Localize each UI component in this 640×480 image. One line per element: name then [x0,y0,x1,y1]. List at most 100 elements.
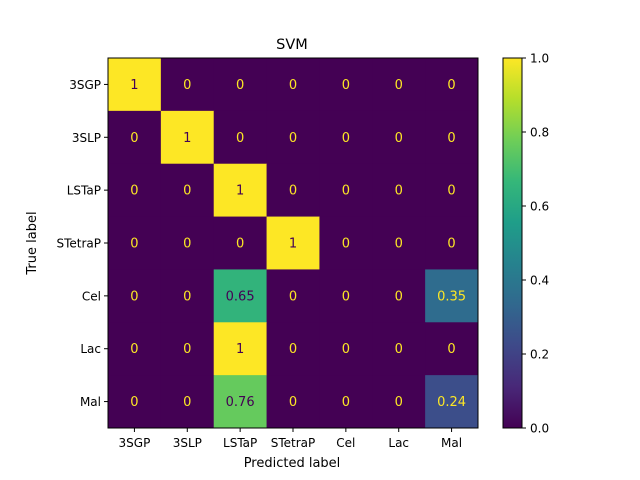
chart-title: SVM [276,37,308,53]
heatmap-cell [108,110,162,165]
heatmap-cell [319,322,373,376]
heatmap-cell [319,269,373,323]
cell-value-label: 0 [236,78,244,93]
heatmap-cell [372,269,426,323]
heatmap-cell [213,375,268,429]
heatmap-cell [319,110,373,165]
colorbar-tick-label: 0.6 [530,200,549,214]
cell-value-label: 0 [130,131,138,146]
cell-value-label: 0 [447,131,455,146]
heatmap-cell [372,375,426,429]
colorbar-tick-label: 0.8 [530,126,549,140]
cell-value-label: 0 [183,289,191,304]
y-tick-label: Lac [80,342,101,356]
cell-value-label: 0 [395,237,403,252]
cell-value-label: 1 [236,342,244,357]
cell-value-label: 0 [236,131,244,146]
y-axis-label: True label [25,211,40,275]
heatmap-cell [160,269,215,323]
cell-value-label: 0 [130,342,138,357]
cell-value-label: 0 [447,342,455,357]
colorbar-tick-label: 0.0 [530,422,549,436]
cell-value-label: 1 [183,131,191,146]
x-axis-label: Predicted label [244,456,341,471]
cell-value-label: 0 [447,78,455,93]
heatmap-cell [160,216,215,270]
heatmap-cell [266,269,320,323]
heatmap-cell [213,163,268,218]
cell-value-label: 0 [183,184,191,199]
x-tick-label: Mal [441,436,462,450]
cell-value-label: 0 [236,237,244,252]
heatmap-cell [319,375,373,429]
x-tick-label: LSTaP [223,436,257,450]
heatmap-cell [372,216,426,270]
heatmap-cell [213,322,268,376]
cell-value-label: 1 [236,184,244,199]
y-tick-label: 3SLP [72,131,101,145]
heatmap-cell [213,269,268,323]
heatmap-cell [425,163,479,218]
heatmap-cell [108,375,162,429]
heatmap-cells [108,58,479,429]
cell-value-label: 0 [130,289,138,304]
cell-value-label: 0 [130,395,138,410]
y-tick-label: Mal [80,395,101,409]
cell-value-label: 0 [342,289,350,304]
cell-value-label: 0 [395,131,403,146]
cell-value-label: 0 [342,184,350,199]
y-tick-label: LSTaP [67,184,101,198]
heatmap-cell [160,375,215,429]
y-tick-label: Cel [82,289,101,303]
cell-value-label: 0 [130,237,138,252]
heatmap-cell [160,163,215,218]
heatmap-cell [108,58,162,112]
heatmap-cell [425,110,479,165]
heatmap-cell [425,269,479,323]
heatmap-cell [425,375,479,429]
y-axis: 3SGP 3SLP LSTaP STetraP Cel Lac Mal [56,78,108,409]
heatmap-cell [319,58,373,112]
x-tick-label: STetraP [271,436,316,450]
cell-value-label: 0 [395,184,403,199]
heatmap-cell [108,216,162,270]
cell-value-label: 0 [289,395,297,410]
heatmap-cell [319,216,373,270]
heatmap-cell-labels: 1 0 0 0 0 0 0 0 1 0 0 0 0 0 0 0 1 0 0 0 0 0 0 0 1 0 0 0 0 0 0.65 0 0 0 0.3… [130,78,466,410]
cell-value-label: 0 [289,78,297,93]
cell-value-label: 0 [183,78,191,93]
cell-value-label: 0 [289,131,297,146]
cell-value-label: 0 [342,237,350,252]
cell-value-label: 0 [342,131,350,146]
heatmap-cell [213,110,268,165]
cell-value-label: 0.65 [226,289,255,304]
colorbar-axis: 0.0 0.2 0.4 0.6 0.8 1.0 [522,52,549,436]
heatmap-cell [266,375,320,429]
heatmap-cell [266,216,320,270]
heatmap-cell [372,163,426,218]
cell-value-label: 0 [342,78,350,93]
heatmap-cell [319,163,373,218]
cell-value-label: 0 [183,342,191,357]
heatmap-cell [425,58,479,112]
cell-value-label: 0 [395,78,403,93]
heatmap-cell [372,322,426,376]
cell-value-label: 0.76 [226,395,255,410]
heatmap-cell [160,322,215,376]
colorbar-tick-label: 0.2 [530,348,549,362]
x-axis: 3SGP 3SLP LSTaP STetraP Cel Lac Mal [119,428,462,450]
cell-value-label: 0 [130,184,138,199]
cell-value-label: 0 [342,395,350,410]
heatmap-cell [213,58,268,112]
heatmap-cell [266,163,320,218]
cell-value-label: 0 [395,395,403,410]
cell-value-label: 0 [289,289,297,304]
x-tick-label: 3SGP [119,436,151,450]
x-tick-label: 3SLP [173,436,202,450]
x-tick-label: Lac [388,436,409,450]
cell-value-label: 0 [395,342,403,357]
heatmap-cell [372,110,426,165]
heatmap-cell [425,216,479,270]
heatmap-cell [108,163,162,218]
